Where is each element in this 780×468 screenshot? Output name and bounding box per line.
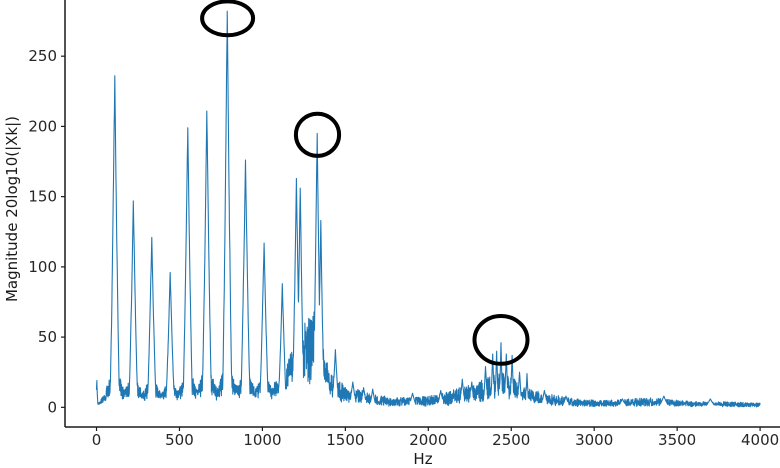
- x-tick-label: 3000: [575, 431, 613, 449]
- y-axis-label: Magnitude 20log10(|Xk|): [3, 115, 21, 303]
- y-tick-label: 100: [28, 258, 57, 276]
- annotation-circle: [293, 111, 342, 158]
- y-tick-label: 150: [28, 188, 57, 206]
- annotation-circle: [472, 314, 530, 366]
- x-tick-label: 1000: [243, 431, 281, 449]
- x-tick-label: 2000: [409, 431, 447, 449]
- spectrum-line: [95, 10, 761, 408]
- x-tick-label: 0: [92, 431, 102, 449]
- y-tick-label: 0: [47, 398, 57, 416]
- y-tick-label: 50: [38, 328, 57, 346]
- y-tick-label: 250: [28, 47, 57, 65]
- x-tick-label: 500: [165, 431, 194, 449]
- x-axis-label: Hz: [413, 450, 433, 468]
- x-tick-label: 1500: [326, 431, 364, 449]
- y-tick-label: 200: [28, 117, 57, 135]
- annotation-circle: [200, 0, 256, 38]
- x-tick-label: 4000: [741, 431, 779, 449]
- x-tick-label: 2500: [492, 431, 530, 449]
- x-tick-label: 3500: [658, 431, 696, 449]
